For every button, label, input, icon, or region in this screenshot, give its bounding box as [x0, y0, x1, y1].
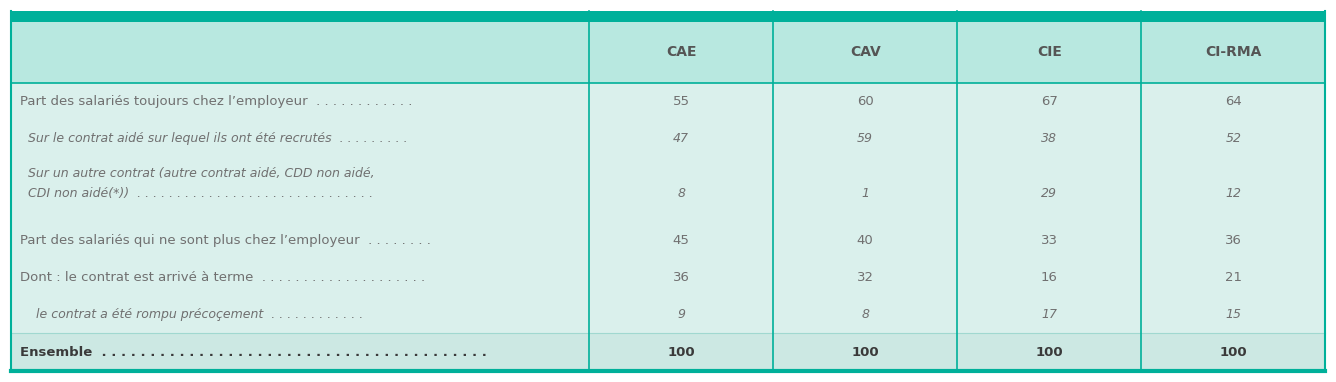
Text: CI-RMA: CI-RMA — [1205, 45, 1261, 59]
Text: 38: 38 — [1041, 133, 1057, 146]
Text: 21: 21 — [1225, 271, 1241, 284]
Text: 59: 59 — [858, 133, 874, 146]
Text: 1: 1 — [862, 186, 870, 199]
Text: Part des salariés toujours chez l’employeur  . . . . . . . . . . . .: Part des salariés toujours chez l’employ… — [20, 96, 413, 108]
Text: 100: 100 — [1220, 345, 1246, 358]
Text: 32: 32 — [856, 271, 874, 284]
Text: 40: 40 — [856, 234, 874, 247]
Text: 12: 12 — [1225, 186, 1241, 199]
Text: 8: 8 — [677, 186, 685, 199]
Text: 36: 36 — [1225, 234, 1241, 247]
Text: 33: 33 — [1041, 234, 1058, 247]
Text: CDI non aidé(*))  . . . . . . . . . . . . . . . . . . . . . . . . . . . . . .: CDI non aidé(*)) . . . . . . . . . . . .… — [20, 186, 373, 199]
Text: Part des salariés qui ne sont plus chez l’employeur  . . . . . . . .: Part des salariés qui ne sont plus chez … — [20, 234, 432, 247]
Text: 100: 100 — [851, 345, 879, 358]
Text: 17: 17 — [1041, 308, 1057, 321]
Text: 16: 16 — [1041, 271, 1058, 284]
Text: Sur le contrat aidé sur lequel ils ont été recrutés  . . . . . . . . .: Sur le contrat aidé sur lequel ils ont é… — [20, 133, 407, 146]
Bar — [11, 333, 1325, 371]
Text: 36: 36 — [673, 271, 689, 284]
Text: 45: 45 — [673, 234, 689, 247]
Text: 15: 15 — [1225, 308, 1241, 321]
Text: Sur un autre contrat (autre contrat aidé, CDD non aidé,: Sur un autre contrat (autre contrat aidé… — [20, 167, 374, 180]
Text: 100: 100 — [1035, 345, 1063, 358]
Text: CIE: CIE — [1037, 45, 1062, 59]
Text: 47: 47 — [673, 133, 689, 146]
Text: CAE: CAE — [665, 45, 696, 59]
Text: le contrat a été rompu précoçement  . . . . . . . . . . . .: le contrat a été rompu précoçement . . .… — [20, 308, 363, 321]
Text: 29: 29 — [1041, 186, 1057, 199]
Text: 60: 60 — [856, 96, 874, 108]
Text: CAV: CAV — [850, 45, 880, 59]
Text: 100: 100 — [668, 345, 695, 358]
Text: 55: 55 — [672, 96, 689, 108]
Text: 52: 52 — [1225, 133, 1241, 146]
Text: 8: 8 — [862, 308, 870, 321]
Text: Dont : le contrat est arrivé à terme  . . . . . . . . . . . . . . . . . . . .: Dont : le contrat est arrivé à terme . .… — [20, 271, 425, 284]
Text: 9: 9 — [677, 308, 685, 321]
Text: Ensemble  . . . . . . . . . . . . . . . . . . . . . . . . . . . . . . . . . . . : Ensemble . . . . . . . . . . . . . . . .… — [20, 345, 486, 358]
Bar — [11, 11, 1325, 83]
Bar — [11, 11, 1325, 21]
Text: 67: 67 — [1041, 96, 1058, 108]
Text: 64: 64 — [1225, 96, 1241, 108]
